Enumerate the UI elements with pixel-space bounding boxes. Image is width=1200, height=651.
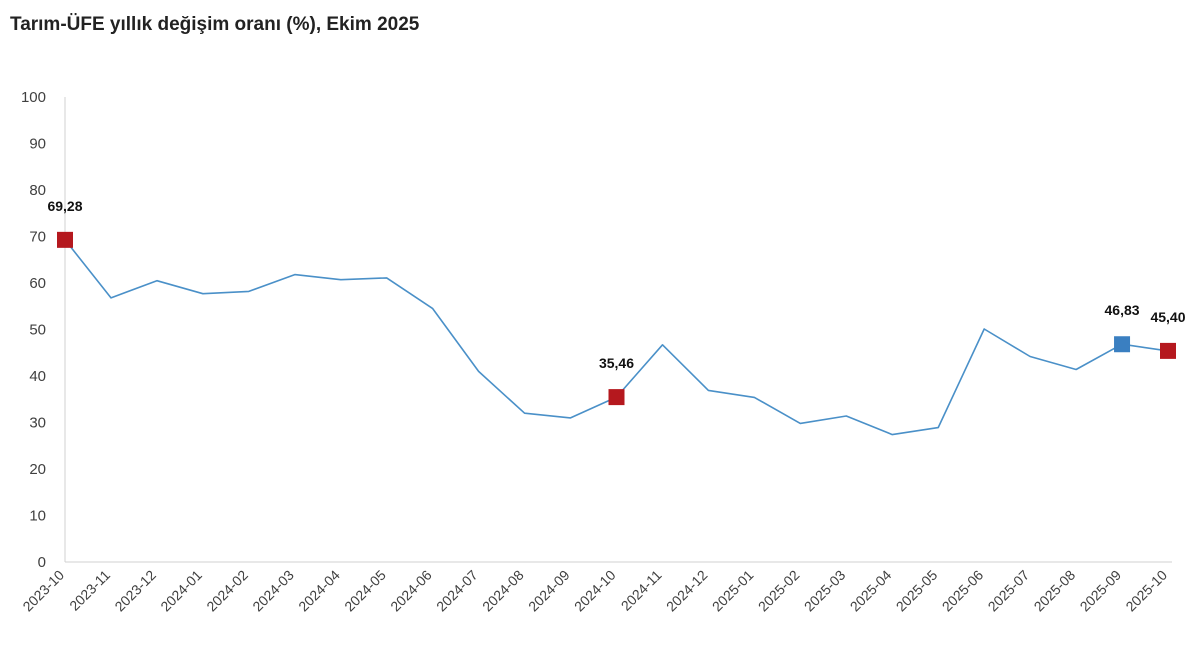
data-label: 35,46 — [599, 355, 634, 371]
x-tick-label: 2024-06 — [387, 567, 435, 615]
y-tick-label: 70 — [29, 229, 46, 246]
x-tick-label: 2025-02 — [755, 567, 803, 615]
x-tick-label: 2025-10 — [1122, 567, 1170, 615]
x-tick-label: 2025-07 — [985, 567, 1033, 615]
y-tick-label: 50 — [29, 322, 46, 339]
x-tick-label: 2024-12 — [663, 567, 711, 615]
x-tick-label: 2025-08 — [1031, 567, 1079, 615]
highlight-marker — [608, 389, 625, 406]
x-tick-label: 2023-11 — [66, 567, 113, 614]
x-tick-label: 2024-04 — [295, 567, 343, 615]
data-label: 69,28 — [47, 198, 82, 214]
y-tick-label: 90 — [29, 136, 46, 153]
series-line — [64, 239, 1169, 436]
x-tick-label: 2023-12 — [111, 567, 159, 615]
x-tick-label: 2025-05 — [893, 567, 941, 615]
x-tick-label: 2025-01 — [709, 567, 757, 615]
highlight-markers — [57, 231, 1176, 406]
y-tick-label: 100 — [21, 89, 46, 106]
y-tick-label: 80 — [29, 182, 46, 199]
data-label: 46,83 — [1105, 302, 1140, 318]
x-tick-label: 2025-04 — [847, 567, 895, 615]
x-tick-label: 2024-10 — [571, 567, 619, 615]
highlight-marker — [1160, 342, 1176, 359]
x-tick-label: 2024-03 — [249, 567, 297, 615]
y-tick-label: 30 — [29, 415, 46, 432]
x-tick-label: 2024-02 — [203, 567, 251, 615]
series-lines — [64, 239, 1169, 436]
highlight-marker — [57, 231, 73, 248]
x-tick-label: 2023-10 — [19, 567, 67, 615]
x-tick-label: 2025-03 — [801, 567, 849, 615]
x-tick-label: 2024-08 — [479, 567, 527, 615]
x-tick-label: 2024-09 — [525, 567, 573, 615]
x-tick-label: 2024-01 — [157, 567, 205, 615]
x-tick-label: 2025-06 — [939, 567, 987, 615]
x-axis-ticks: 2023-10 2023-112023-122024-012024-022024-… — [19, 567, 1170, 615]
data-label: 45,40 — [1150, 309, 1185, 325]
y-axis-ticks: 0 10 20 30 40 50 60 70 80 90 100 — [21, 89, 46, 571]
y-tick-label: 20 — [29, 461, 46, 478]
data-labels: 69,28 35,46 46,83 45,40 — [47, 198, 1185, 371]
x-tick-label: 2024-05 — [341, 567, 389, 615]
x-tick-label: 2025-09 — [1077, 567, 1125, 615]
y-tick-label: 60 — [29, 275, 46, 292]
x-tick-label: 2024-07 — [433, 567, 481, 615]
x-tick-label: 2024-11 — [618, 567, 665, 614]
y-tick-label: 40 — [29, 368, 46, 385]
y-tick-label: 0 — [38, 554, 46, 571]
highlight-marker — [1114, 336, 1131, 353]
chart-title: Tarım-ÜFE yıllık değişim oranı (%), Ekim… — [10, 14, 420, 35]
y-tick-label: 10 — [29, 508, 46, 525]
